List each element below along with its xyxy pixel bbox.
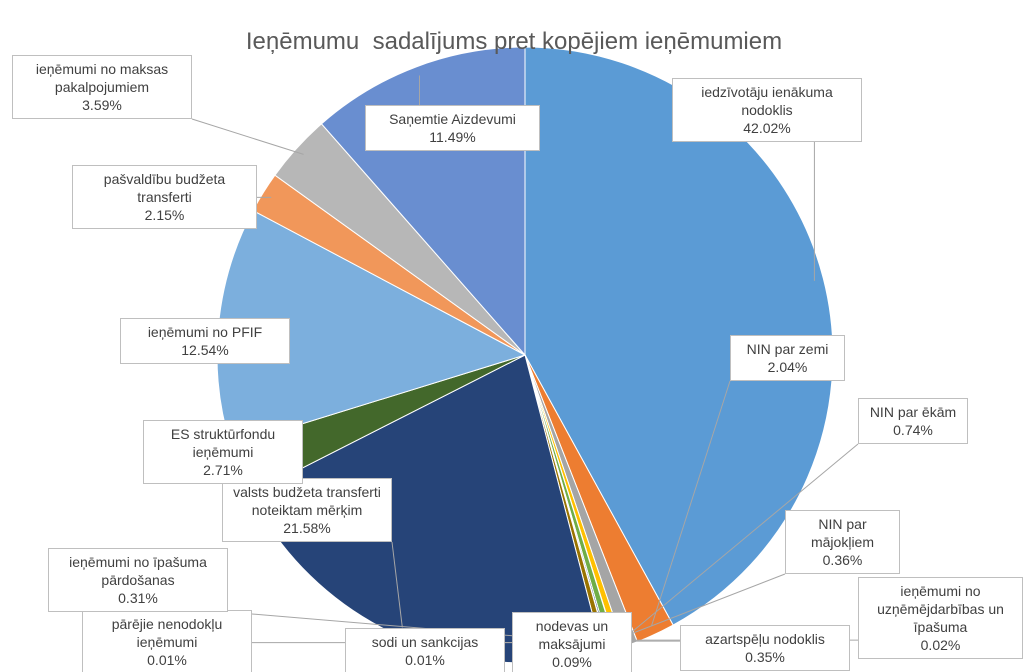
label-category: iedzīvotāju ienākuma nodoklis <box>701 84 833 118</box>
label-value: 0.02% <box>920 637 961 653</box>
label-category: ieņēmumi no maksas pakalpojumiem <box>35 61 169 95</box>
label-value: 0.36% <box>822 552 863 568</box>
label-category: NIN par ēkām <box>869 404 957 420</box>
label-category: pārējie nenodokļu ieņēmumi <box>111 616 223 650</box>
data-label: ieņēmumi no uzņēmējdarbības un īpašuma 0.… <box>858 577 1023 659</box>
label-value: 0.74% <box>893 422 933 438</box>
label-value: 0.35% <box>745 649 785 665</box>
data-label: Saņemtie Aizdevumi 11.49% <box>365 105 540 151</box>
data-label: pārējie nenodokļu ieņēmumi 0.01% <box>82 610 252 672</box>
label-value: 3.59% <box>82 97 122 113</box>
label-category: valsts budžeta transferti noteiktam mērķ… <box>233 484 381 518</box>
data-label: ieņēmumi no PFIF 12.54% <box>120 318 290 364</box>
label-value: 12.54% <box>181 342 229 358</box>
label-category: ieņēmumi no īpašuma pārdošanas <box>69 554 207 588</box>
label-category: azartspēļu nodoklis <box>705 631 825 647</box>
chart-title: Ieņēmumu sadalījums pret kopējiem ieņēmu… <box>245 28 783 55</box>
data-label: nodevas un maksājumi 0.09% <box>512 612 632 672</box>
leader-line <box>651 380 731 626</box>
label-value: 2.04% <box>767 359 808 375</box>
label-value: 2.15% <box>144 207 185 223</box>
data-label: ieņēmumi no maksas pakalpojumiem 3.59% <box>12 55 192 119</box>
label-value: 2.71% <box>203 462 243 478</box>
data-label: NIN par zemi 2.04% <box>730 335 845 381</box>
label-category: pašvaldību budžeta transferti <box>103 171 226 205</box>
label-category: NIN par zemi <box>746 341 829 357</box>
data-label: pašvaldību budžeta transferti 2.15% <box>72 165 257 229</box>
label-category: ieņēmumi no uzņēmējdarbības un īpašuma <box>877 583 1004 635</box>
label-category: Saņemtie Aizdevumi <box>389 111 516 127</box>
leader-line <box>627 443 859 637</box>
label-category: ieņēmumi no PFIF <box>147 324 263 340</box>
pie-slice <box>524 46 834 626</box>
label-value: 21.58% <box>283 520 331 536</box>
label-category: nodevas un maksājumi <box>535 618 609 652</box>
label-value: 11.49% <box>429 129 476 145</box>
data-label: NIN par mājokļiem 0.36% <box>785 510 900 574</box>
label-value: 0.31% <box>118 590 158 606</box>
label-value: 42.02% <box>743 120 791 136</box>
label-category: NIN par mājokļiem <box>810 516 874 550</box>
leader-line <box>391 541 403 628</box>
data-label: valsts budžeta transferti noteiktam mērķ… <box>222 478 392 542</box>
leader-line <box>191 118 304 155</box>
leader-line <box>617 573 786 640</box>
data-label: iedzīvotāju ienākuma nodoklis 42.02% <box>672 78 862 142</box>
label-category: ES struktūrfondu ieņēmumi <box>170 426 276 460</box>
data-label: NIN par ēkām 0.74% <box>858 398 968 444</box>
data-label: ES struktūrfondu ieņēmumi 2.71% <box>143 420 303 484</box>
data-label: ieņēmumi no īpašuma pārdošanas 0.31% <box>48 548 228 612</box>
label-value: 0.09% <box>552 654 592 670</box>
label-value: 0.01% <box>147 652 187 668</box>
label-value: 0.01% <box>405 652 445 668</box>
label-category: sodi un sankcijas <box>371 634 479 650</box>
data-label: sodi un sankcijas 0.01% <box>345 628 505 672</box>
data-label: azartspēļu nodoklis 0.35% <box>680 625 850 671</box>
